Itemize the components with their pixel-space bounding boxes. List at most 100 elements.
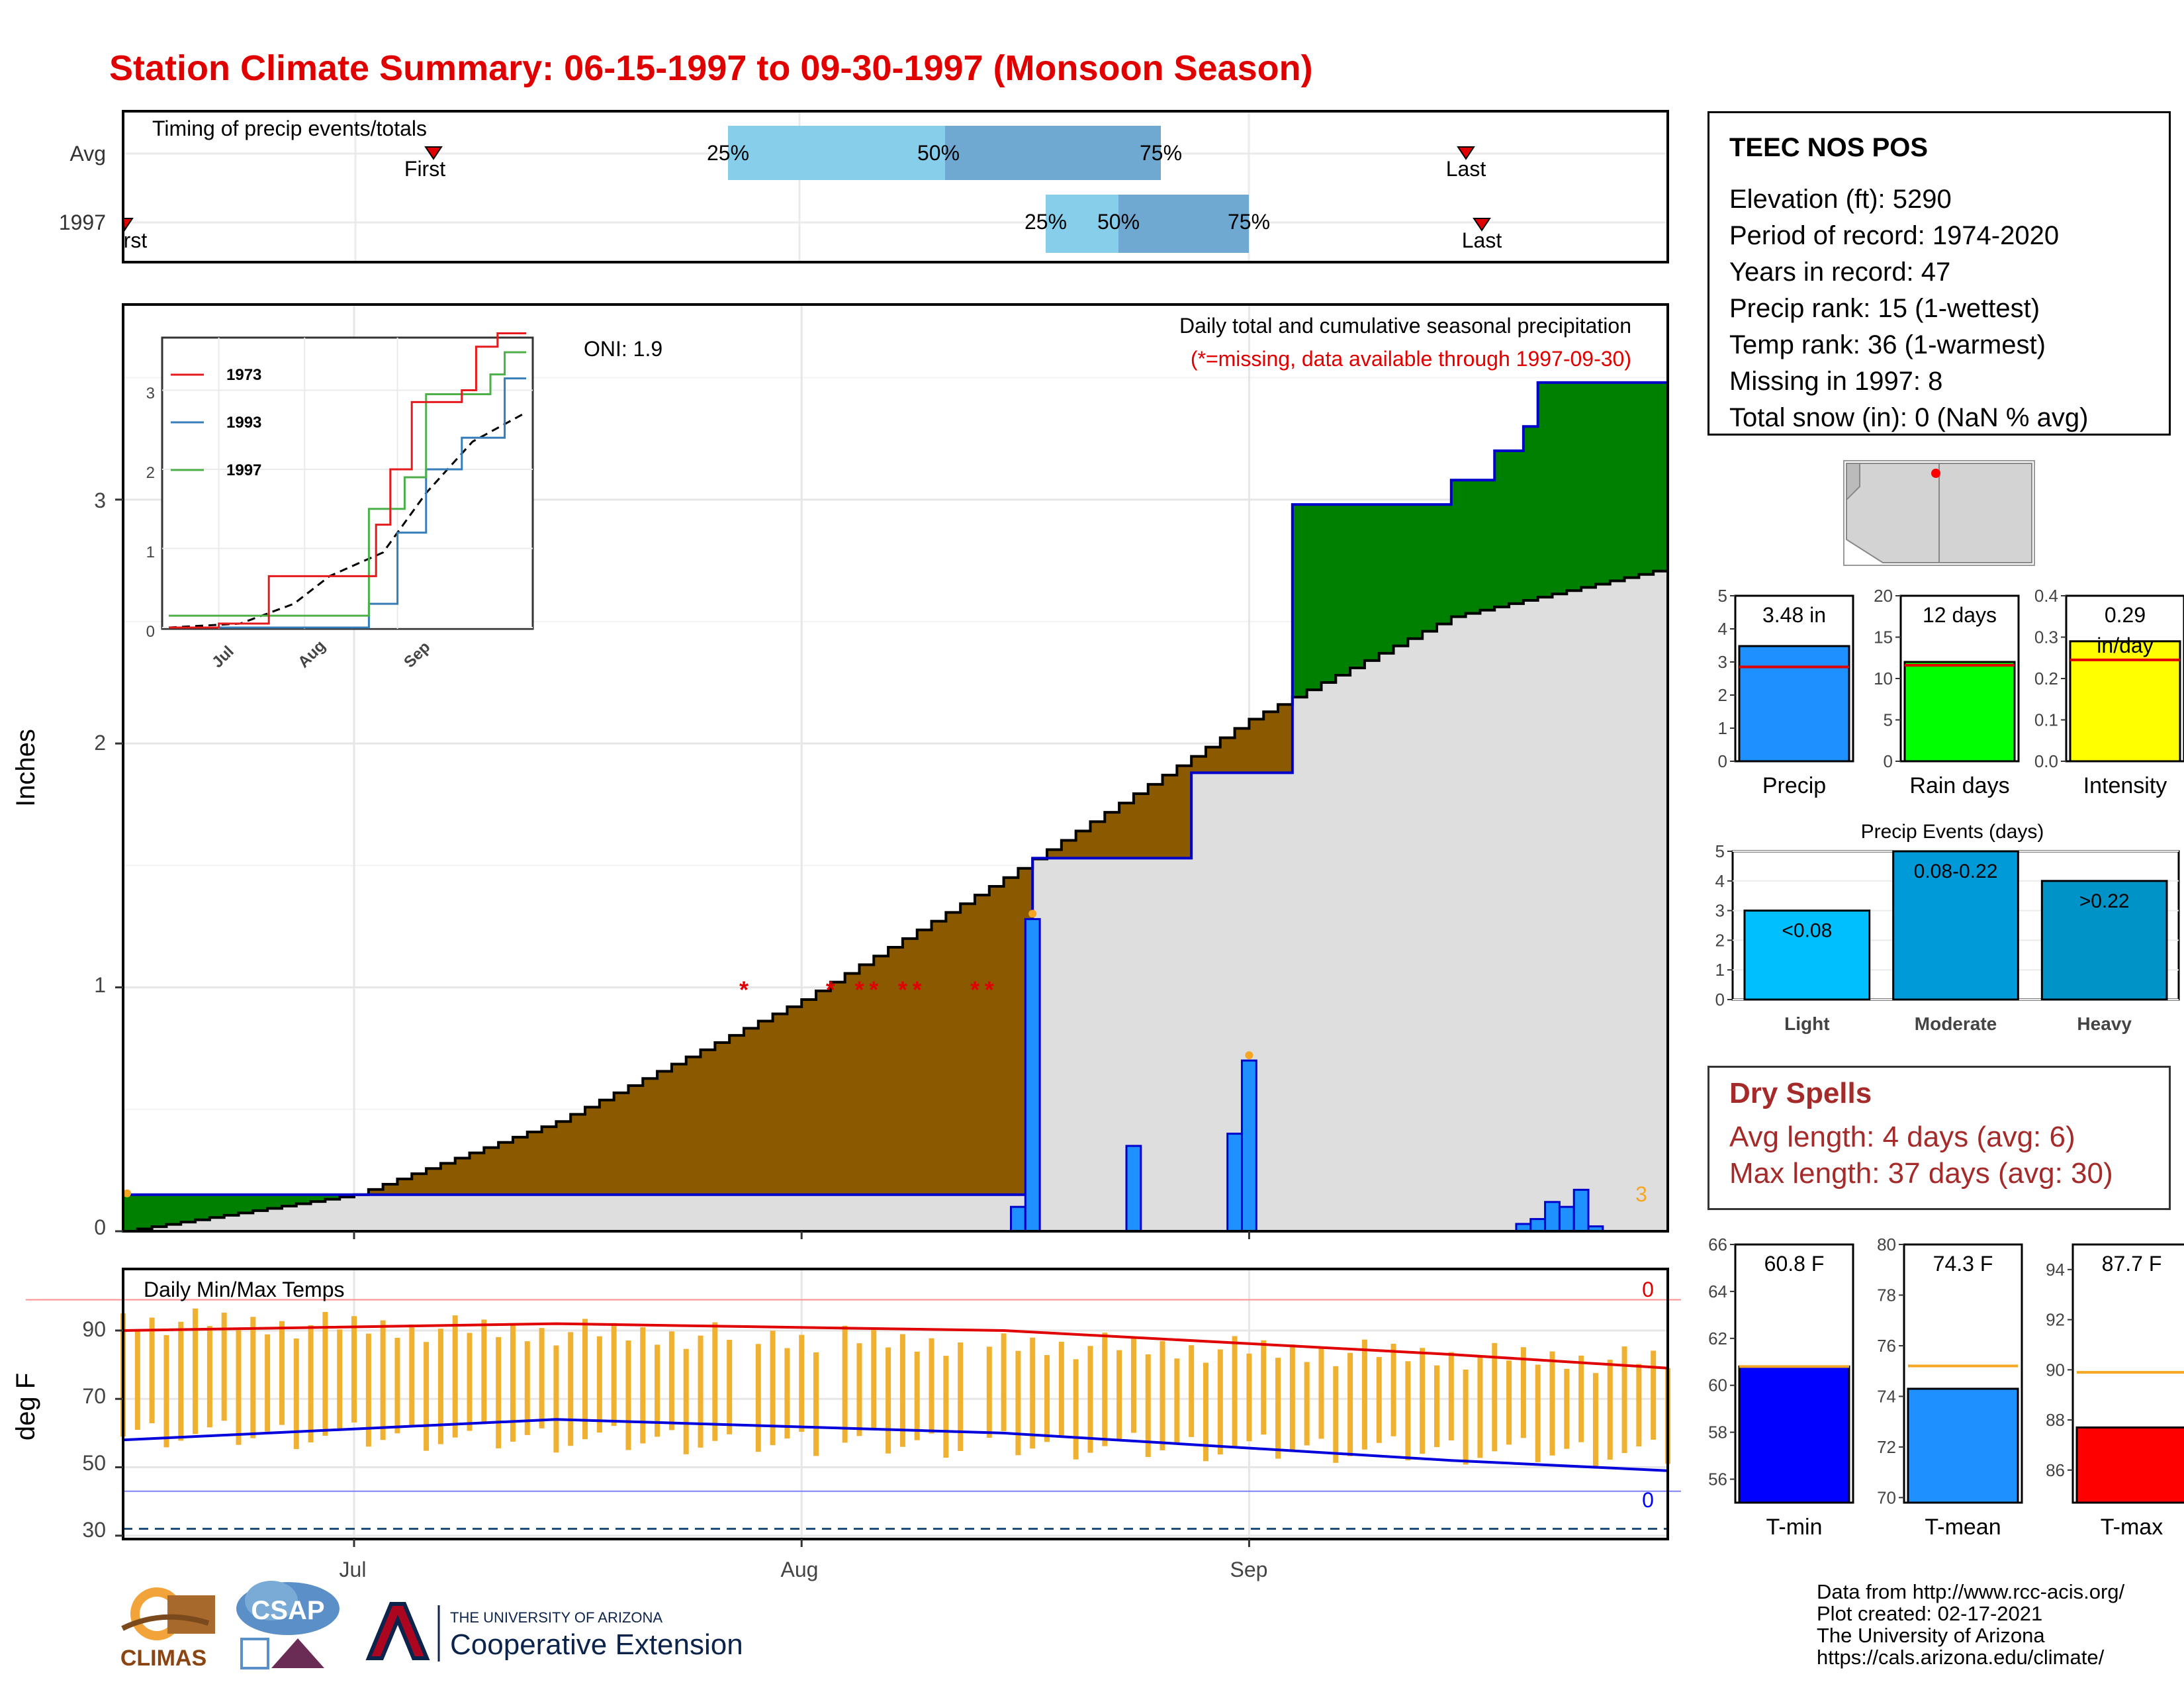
daily-temp-bar-47 [582,1319,588,1440]
temp-summary-0-tick-5: 66 [1708,1235,1727,1254]
daily-temp-bar-105 [1420,1348,1426,1454]
temp-summary-2-tick-0: 86 [2046,1460,2065,1480]
temp-summary-2-tick-2: 90 [2046,1360,2065,1380]
daily-temp-bar-114 [1549,1351,1555,1456]
daily-temp-bar-103 [1390,1343,1396,1436]
csap-logo: CSAP [232,1575,347,1681]
temp-ytick-90: 90 [82,1317,106,1341]
ua-big-text: Cooperative Extension [450,1628,743,1661]
temp-xtick-jul: Jul [340,1558,367,1581]
oni-label: ONI: 1.9 [584,337,662,361]
daily-temp-bar-19 [178,1321,184,1441]
daily-temp-bar-39 [467,1333,473,1431]
dry-spells-box: Dry Spells Avg length: 4 days (avg: 6) M… [1707,1066,2171,1210]
daily-temp-bar-59 [755,1344,761,1452]
temp-top-count: 0 [1642,1278,1654,1301]
daily-temp-bar-27 [293,1338,299,1450]
intensity-summary-bar [2069,640,2181,763]
precip-caption: Daily total and cumulative seasonal prec… [1179,314,1631,338]
events-tick-0: 0 [1715,990,1725,1009]
daily-temp-bar-78 [1030,1337,1036,1449]
daily-precip-bar-08-17 [1024,917,1041,1233]
daily-temp-bar-25 [265,1334,271,1432]
station-line-period: Period of record: 1974-2020 [1729,221,2060,250]
daily-temp-bar-73 [958,1342,964,1452]
temp-summary-2-tick-4: 94 [2046,1260,2065,1280]
daily-temp-bar-108 [1463,1369,1469,1465]
daily-temp-bar-48 [596,1336,602,1433]
inset-x-ticks: Jul Aug Sep [208,637,433,671]
daily-temp-bar-71 [929,1338,934,1434]
daily-temp-bar-20 [193,1308,199,1434]
daily-temp-bar-42 [510,1323,516,1442]
missing-day-08-03: * [826,976,835,1004]
temp-y-ticks: 30 50 70 90 [82,1317,106,1542]
daily-temp-bar-52 [655,1344,660,1437]
inset-legend: 1973 1993 1997 [171,366,261,479]
daily-temp-bar-82 [1087,1346,1093,1453]
station-line-precip-rank: Precip rank: 15 (1-wettest) [1729,294,2040,323]
temp-summary-1-bar [1907,1387,2019,1504]
daily-temp-bar-18 [163,1335,169,1448]
intensity-summary-tick-4: 0.4 [2034,586,2058,606]
daily-temp-bar-96 [1289,1344,1295,1452]
events-category-0: Light [1784,1013,1829,1034]
temp-summary-1-tick-5: 80 [1877,1235,1896,1254]
corner-count: 3 [1635,1182,1647,1206]
temp-ylabel: deg F [11,1373,40,1440]
temp-summary-0-tick-2: 60 [1708,1376,1727,1395]
ua-small-text: THE UNIVERSITY OF ARIZONA [450,1609,662,1626]
intensity-summary-value-label-1: in/day [2097,633,2153,657]
inset-legend-1997: 1997 [226,461,261,479]
precip-ytick-0: 0 [94,1215,106,1239]
avg-p25: 25% [707,141,749,165]
map-new-mexico [1938,463,2032,563]
y1997-last-marker [1473,218,1491,232]
raindays-summary-tick-1: 5 [1884,710,1893,730]
credit-line-university: The University of Arizona [1817,1624,2045,1647]
daily-temp-bar-51 [640,1327,646,1444]
summary-bars: 0 1 2 3 4 5 3.48 in Precip 0 5 10 15 20 12 days Rain d… [1718,586,2184,798]
daily-temp-bar-97 [1304,1362,1310,1446]
missing-day-07-28: * [739,976,749,1004]
precip-ylabel: Inches [11,729,40,807]
daily-temp-bar-26 [279,1321,285,1425]
temp-summary-1-tick-3: 76 [1877,1336,1896,1356]
daily-temp-bar-54 [683,1348,689,1454]
daily-temp-bar-55 [698,1335,704,1448]
temp-summary-2-xlabel: T-max [2101,1515,2163,1540]
daily-temp-bar-41 [496,1336,502,1448]
daily-temp-bar-70 [914,1351,920,1440]
events-title: Precip Events (days) [1861,821,2044,843]
daily-temp-bar-90 [1203,1362,1208,1462]
daily-temp-bar-85 [1130,1336,1136,1433]
temp-summary-0-tick-0: 56 [1708,1470,1727,1489]
obs-cumulative-line [123,381,1668,1196]
inset-avg-line [168,411,527,629]
raindays-summary-tick-2: 10 [1874,669,1893,688]
daily-temp-bar-49 [611,1323,617,1427]
temp-summary-1-xlabel: T-mean [1925,1515,2001,1540]
inset-xtick-jul: Jul [208,643,238,672]
station-info-box: TEEC NOS POS Elevation (ft): 5290 Period… [1707,111,2171,436]
timing-panel: Timing of precip events/totals 25% 50% 7… [59,110,1669,263]
daily-temp-bar-119 [1621,1346,1627,1454]
temp-summary-2-bar [2075,1426,2184,1504]
events-bar-label-0: <0.08 [1782,920,1832,942]
daily-temp-bar-100 [1347,1352,1353,1456]
precip-summary-tick-4: 4 [1718,619,1727,639]
daily-temp-bar-86 [1145,1354,1151,1457]
avg-min-line [122,1418,1668,1472]
daily-temp-bar-76 [1001,1333,1007,1431]
inset-frame [161,336,534,630]
precip-summary-tick-3: 3 [1718,652,1727,672]
credits: Data from http://www.rcc-acis.org/ Plot … [1817,1581,2124,1668]
y1997-row-label: 1997 [59,211,106,234]
precip-ytick-2: 2 [94,731,106,755]
daily-temp-bar-110 [1492,1342,1498,1452]
events-tick-2: 2 [1715,930,1725,950]
temp-panel: deg F Daily Min/Max Temps 0 0 30 50 70 9… [11,1268,1681,1581]
daily-temp-bar-118 [1607,1360,1613,1460]
y1997-p75: 75% [1228,210,1270,234]
daily-precip-bar-09-24 [1572,1188,1590,1233]
